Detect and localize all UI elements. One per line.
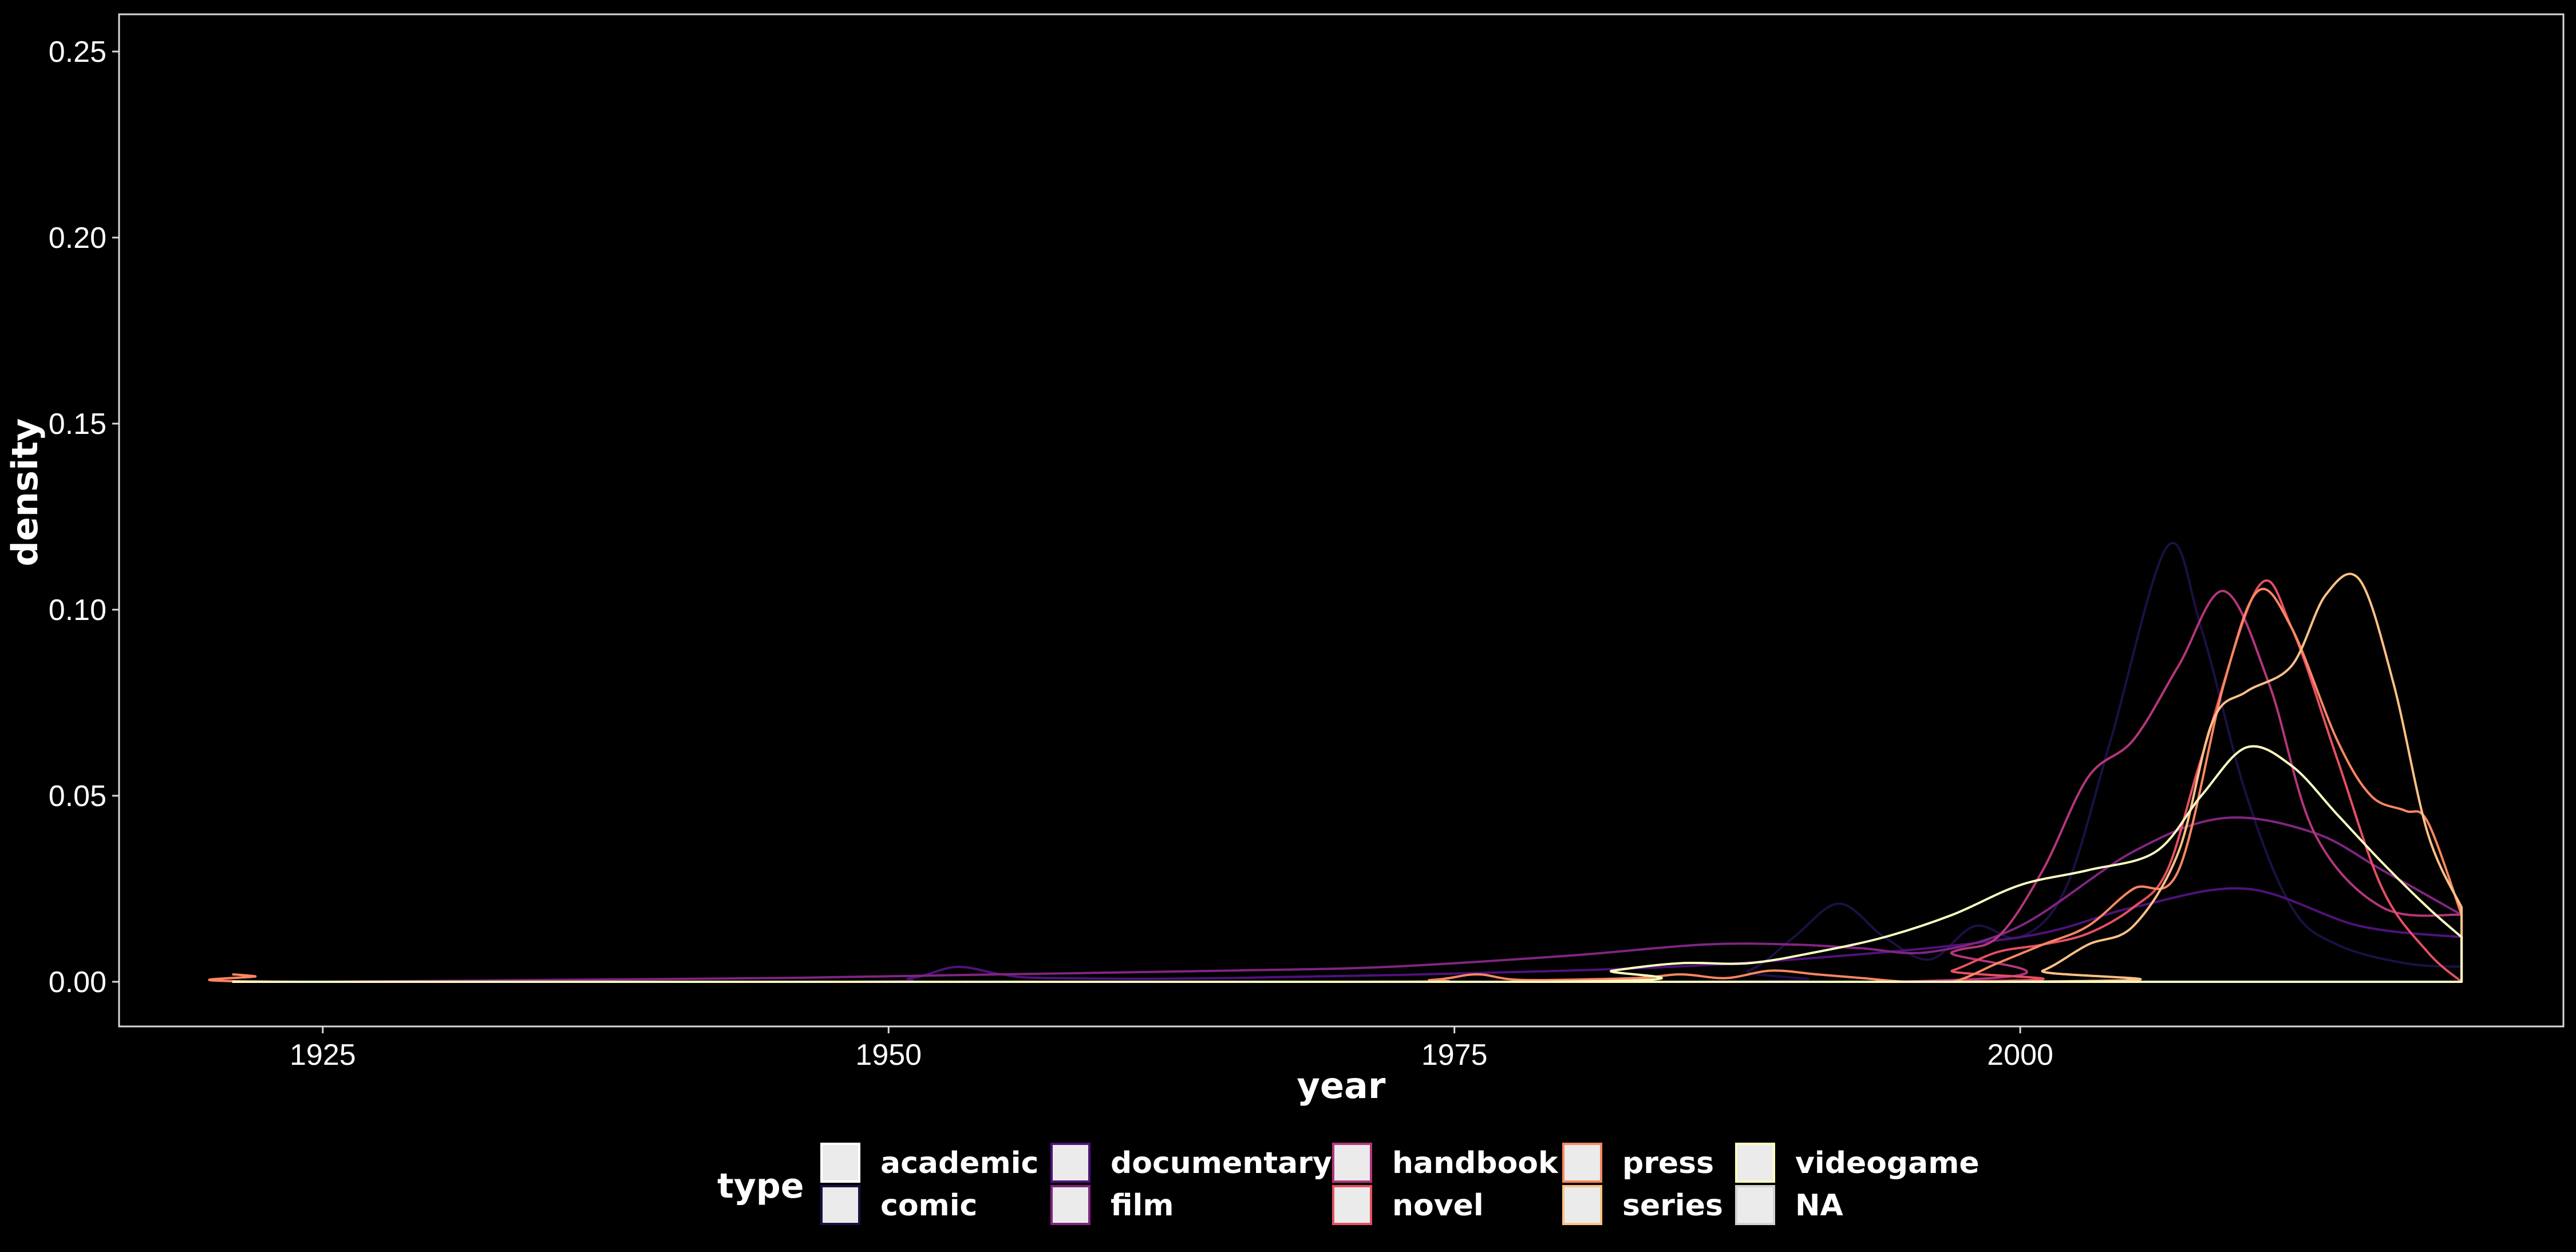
legend-key-academic [820,1143,860,1183]
series-line-film [232,816,2463,984]
legend-key-novel [1332,1185,1372,1225]
legend-label-comic: comic [880,1188,977,1223]
y-tick-label: 0.20 [49,222,106,255]
legend-key-documentary [1050,1143,1091,1183]
x-tick-label: 1975 [1421,1038,1488,1072]
legend-label-handbook: handbook [1392,1146,1559,1180]
y-axis-title: density [4,418,46,567]
legend-label-film: film [1111,1188,1174,1223]
x-axis-ticks: 1925 1950 1975 2000 [290,1026,2053,1072]
legend-label-documentary: documentary [1111,1146,1332,1180]
legend-key-videogame [1735,1143,1775,1183]
legend-key-NA [1735,1185,1775,1225]
legend-label-videogame: videogame [1795,1146,1980,1180]
x-axis-title: year [1297,1065,1386,1107]
y-axis-ticks: 0.00 0.05 0.10 0.15 0.20 0.25 [49,35,119,999]
legend-label-press: press [1622,1146,1714,1180]
plot-panel [118,13,2565,1028]
legend-key-press [1562,1143,1602,1183]
legend-label-series: series [1622,1188,1723,1223]
y-tick-label: 0.05 [49,780,106,813]
legend-key-handbook [1332,1143,1372,1183]
legend-key-film [1050,1185,1091,1225]
series-lines [208,542,2463,984]
legend-label-novel: novel [1392,1188,1484,1223]
series-line-videogame [232,745,2463,984]
y-tick-label: 0.10 [49,594,106,627]
x-tick-label: 1950 [855,1038,922,1072]
legend: type academic comic documentary film handboo… [717,1143,1980,1225]
y-tick-label: 0.00 [49,966,106,999]
legend-title: type [717,1166,804,1206]
legend-key-series [1562,1185,1602,1225]
x-tick-label: 2000 [1987,1038,2053,1072]
legend-label-academic: academic [880,1146,1038,1180]
legend-key-comic [820,1185,860,1225]
y-tick-label: 0.15 [49,408,106,441]
y-tick-label: 0.25 [49,35,106,69]
legend-label-NA: NA [1795,1188,1843,1223]
x-tick-label: 1925 [290,1038,356,1072]
